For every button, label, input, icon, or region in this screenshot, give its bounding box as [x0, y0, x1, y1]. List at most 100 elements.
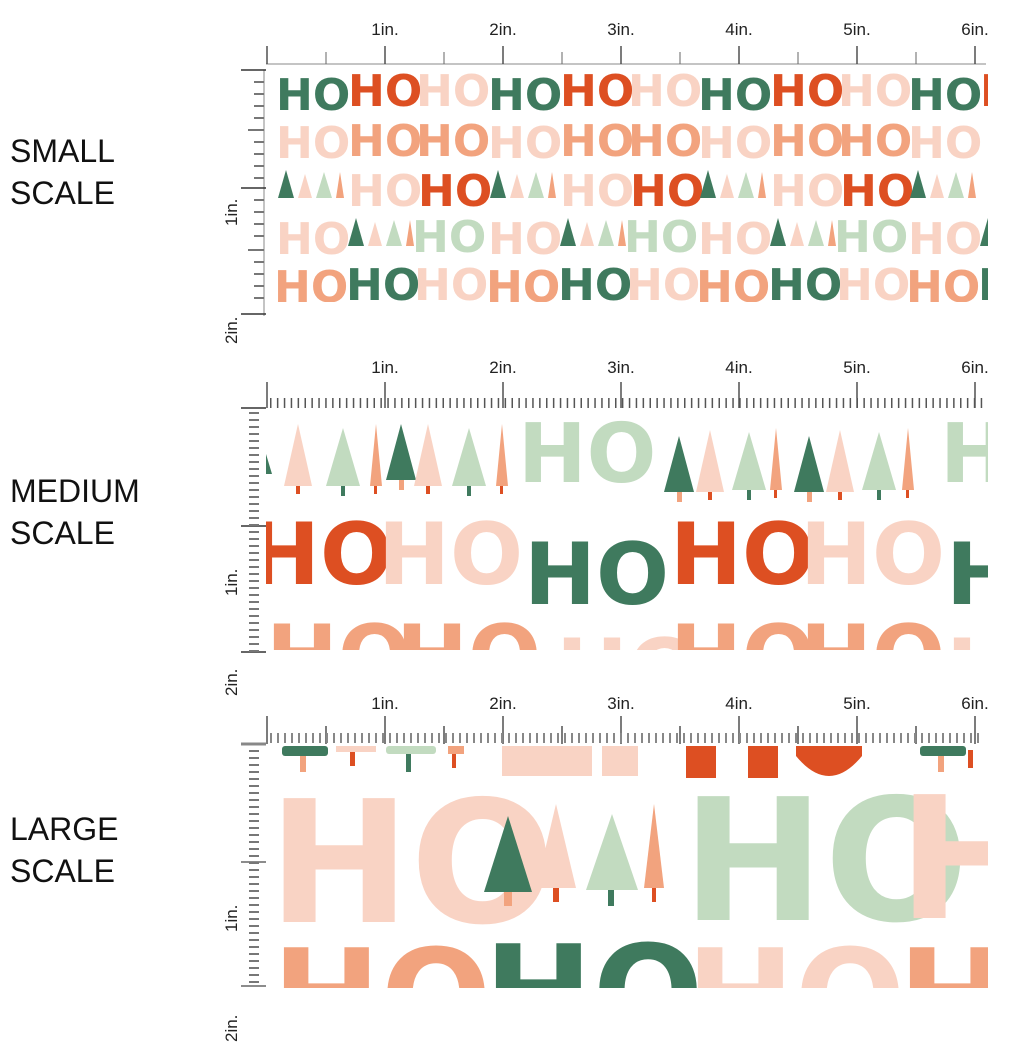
svg-text:HO: HO — [840, 166, 914, 217]
top-ruler: 1in. 2in. 3in. 4in. 5in. 6in. — [266, 18, 1006, 66]
svg-text:HO: HO — [698, 118, 772, 169]
ruler-ticks-icon — [241, 69, 266, 316]
top-ruler: 1in. 2in. 3in. 4in. 5in. 6in. — [266, 692, 1006, 744]
svg-text:HO: HO — [488, 118, 562, 169]
svg-text:HO: HO — [836, 260, 910, 302]
ruler-label: 5in. — [843, 20, 871, 39]
large-scale-panel: 1in. 2in. 3in. 4in. 5in. 6in. 1in. 2in. — [216, 692, 1006, 1042]
ruler-label: 6in. — [961, 358, 989, 377]
svg-text:HO: HO — [800, 505, 945, 605]
ruler-ticks-icon — [266, 382, 984, 408]
svg-text:HO: HO — [906, 262, 980, 302]
svg-text:HO: HO — [276, 118, 350, 169]
svg-text:HO: HO — [560, 66, 634, 117]
svg-text:HO: HO — [414, 260, 488, 302]
svg-text:HO: HO — [266, 607, 411, 650]
svg-text:HO: HO — [558, 260, 632, 302]
svg-text:HO: HO — [898, 761, 988, 959]
svg-text:HO: HO — [940, 410, 988, 502]
top-ruler: 1in. 2in. 3in. 4in. 5in. 6in. — [266, 356, 1006, 408]
small-scale-label: SMALL SCALE — [10, 133, 115, 211]
svg-text:HO: HO — [908, 70, 982, 121]
svg-text:HO: HO — [560, 116, 634, 167]
ruler-label: 5in. — [843, 694, 871, 713]
svg-text:HO: HO — [626, 260, 700, 302]
medium-scale-label: MEDIUM SCALE — [10, 473, 140, 551]
ruler-label: 4in. — [725, 20, 753, 39]
svg-text:HO: HO — [378, 505, 523, 605]
svg-text:HO: HO — [556, 621, 701, 650]
small-scale-panel: 1in. 2in. 3in. 4in. 5in. 6in. 1in. — [216, 18, 1006, 344]
svg-text:HO: HO — [670, 607, 815, 650]
svg-text:HO: HO — [908, 118, 982, 169]
svg-text:HO: HO — [488, 214, 562, 265]
svg-text:HO: HO — [946, 621, 988, 650]
left-ruler: 1in. 2in. — [216, 66, 266, 344]
svg-text:HO: HO — [698, 70, 772, 121]
ruler-label: 4in. — [725, 358, 753, 377]
ruler-label: 3in. — [607, 694, 635, 713]
svg-text:HO: HO — [416, 116, 490, 167]
ruler-label: 2in. — [489, 694, 517, 713]
small-scale-fabric-swatch: HO HO HO HO HO HO HO HO HO HO HO HO HO HO HO HO HO HO HO H… — [266, 66, 988, 302]
ruler-label: 3in. — [607, 358, 635, 377]
svg-text:HO: HO — [898, 921, 988, 988]
svg-text:HO: HO — [624, 212, 698, 263]
ho-pattern-large-icon: HO HO HO HO HO HO HO — [268, 746, 988, 988]
ruler-label: 1in. — [222, 904, 241, 932]
ruler-ticks-icon — [241, 742, 266, 987]
ruler-label: 1in. — [371, 20, 399, 39]
svg-text:HO: HO — [272, 921, 491, 988]
svg-text:HO: HO — [630, 166, 704, 217]
svg-text:HO: HO — [770, 116, 844, 167]
svg-text:HO: HO — [838, 116, 912, 167]
ruler-label: 6in. — [961, 20, 989, 39]
svg-text:HO: HO — [908, 214, 982, 265]
ruler-label: 6in. — [961, 694, 989, 713]
large-scale-fabric-swatch: HO HO HO HO HO HO HO — [266, 746, 988, 988]
large-scale-label: LARGE SCALE — [10, 811, 119, 889]
ruler-label: 3in. — [607, 20, 635, 39]
ruler-label: 1in. — [222, 568, 241, 596]
ruler-ticks-icon — [241, 407, 266, 653]
svg-text:HO: HO — [686, 921, 905, 988]
svg-text:HO: HO — [346, 260, 420, 302]
ruler-label: 5in. — [843, 358, 871, 377]
svg-text:HO: HO — [416, 66, 490, 117]
svg-text:HO: HO — [978, 260, 988, 302]
svg-text:HO: HO — [770, 66, 844, 117]
svg-text:HO: HO — [348, 166, 422, 217]
ruler-label: 2in. — [489, 20, 517, 39]
ruler-label: 2in. — [489, 358, 517, 377]
svg-text:HO: HO — [628, 66, 702, 117]
svg-text:HO: HO — [274, 262, 348, 302]
svg-text:HO: HO — [698, 214, 772, 265]
svg-text:HO: HO — [348, 116, 422, 167]
svg-text:HO: HO — [768, 260, 842, 302]
svg-text:HO: HO — [418, 166, 492, 217]
left-ruler: 1in. 2in. — [216, 742, 266, 1042]
svg-text:HO: HO — [628, 116, 702, 167]
svg-text:HO: HO — [770, 166, 844, 217]
ruler-label: 1in. — [222, 198, 241, 226]
ruler-label: 1in. — [371, 694, 399, 713]
svg-text:HO: HO — [484, 917, 703, 988]
ruler-ticks-icon — [266, 716, 984, 744]
svg-text:HO: HO — [276, 70, 350, 121]
svg-text:HO: HO — [980, 66, 988, 117]
svg-text:HO: HO — [560, 166, 634, 217]
svg-text:HO: HO — [946, 525, 988, 625]
ruler-label: 2in. — [222, 316, 241, 344]
svg-text:HO: HO — [488, 70, 562, 121]
svg-text:HO: HO — [276, 214, 350, 265]
svg-text:HO: HO — [696, 262, 770, 302]
svg-text:HO: HO — [518, 410, 656, 502]
svg-text:HO: HO — [838, 66, 912, 117]
medium-scale-panel: 1in. 2in. 3in. 4in. 5in. 6in. 1in. 2in. — [216, 356, 1006, 696]
ruler-label: 2in. — [222, 1014, 241, 1042]
left-ruler: 1in. 2in. — [216, 406, 266, 696]
svg-text:HO: HO — [412, 212, 486, 263]
